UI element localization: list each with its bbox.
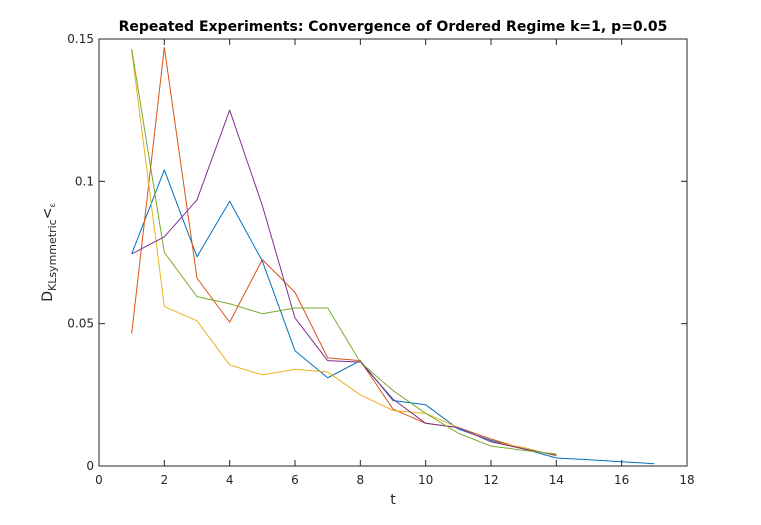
- y-axis-label-tail-subscript: ε: [48, 203, 57, 207]
- y-tick-label: 0.05: [67, 317, 94, 331]
- x-tick-label: 18: [679, 473, 694, 487]
- plot-area: [99, 39, 687, 466]
- x-tick-label: 0: [95, 473, 103, 487]
- y-tick-label: 0: [86, 459, 94, 473]
- x-tick-label: 4: [226, 473, 234, 487]
- x-tick-label: 8: [357, 473, 365, 487]
- y-axis-label-main: D: [40, 291, 56, 302]
- x-tick-label: 16: [614, 473, 629, 487]
- x-tick-label: 10: [418, 473, 433, 487]
- y-axis-label-tail: <: [40, 208, 56, 220]
- x-tick-label: 14: [549, 473, 564, 487]
- ticks-layer: 0 2 4 6 8 10 12 14 16 18 0 0.05 0.1 0.15: [67, 32, 694, 487]
- x-tick-label: 6: [291, 473, 299, 487]
- chart-title: Repeated Experiments: Convergence of Ord…: [119, 19, 668, 35]
- x-tick-label: 2: [161, 473, 169, 487]
- series-line-1: [131, 169, 655, 465]
- series-line-5: [131, 48, 557, 455]
- y-axis-label: DKLsymmetric<ε: [40, 203, 59, 302]
- axes-box: [98, 38, 688, 467]
- series-layer: [131, 47, 655, 465]
- series-line-4: [131, 109, 557, 456]
- y-axis-label-subscript: KLsymmetric: [46, 219, 59, 291]
- y-tick-label: 0.1: [75, 174, 94, 188]
- x-tick-label: 12: [483, 473, 498, 487]
- x-axis-label: t: [390, 492, 396, 508]
- y-tick-label: 0.15: [67, 32, 94, 46]
- series-line-2: [131, 47, 557, 456]
